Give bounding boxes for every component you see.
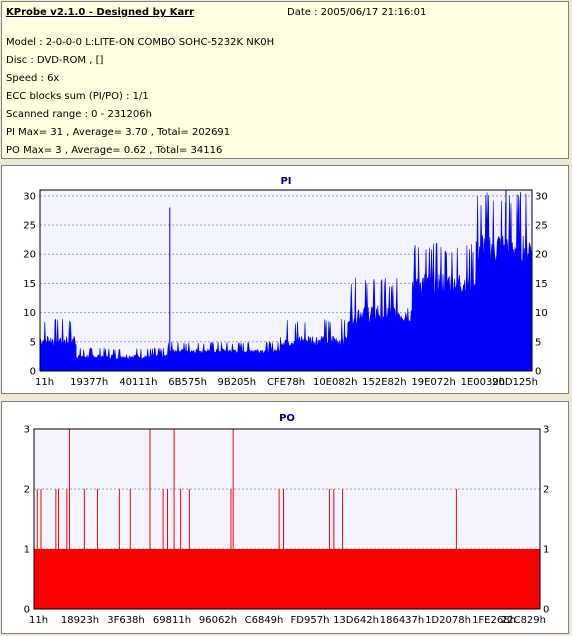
x-tick-label: 6B575h	[168, 377, 207, 388]
info-panel: KProbe v2.1.0 - Designed by Karr Date : …	[1, 1, 569, 159]
chart-title: PI	[280, 176, 291, 187]
x-tick-label: 186437h	[380, 615, 425, 626]
x-tick-label: 96062h	[199, 615, 237, 626]
y-tick-label: 3	[24, 425, 30, 436]
info-po-stats: PO Max= 3 , Average= 0.62 , Total= 34116	[6, 145, 223, 156]
x-tick-label: 13D642h	[333, 615, 379, 626]
x-tick-label: 22C829h	[501, 615, 546, 626]
y-tick-label-right: 2	[543, 485, 549, 496]
y-tick-label-right: 0	[535, 367, 541, 378]
scan-date: Date : 2005/06/17 21:16:01	[287, 7, 427, 18]
x-tick-label: 18923h	[61, 615, 99, 626]
chart-title: PO	[279, 413, 295, 424]
x-tick-label: 3F638h	[107, 615, 145, 626]
plot-frame	[39, 189, 533, 372]
info-speed: Speed : 6x	[6, 73, 60, 84]
y-tick-label-right: 1	[543, 545, 549, 556]
x-tick-label: CFE78h	[267, 377, 305, 388]
y-tick-label-right: 25	[535, 221, 548, 232]
y-tick-label-right: 10	[535, 308, 548, 319]
pi-series	[39, 191, 533, 372]
po-chart-panel: PO 0 0 1 1 2 2 3 3 11h 18923h 3F638h 69811h 96062h C68…	[1, 401, 569, 634]
x-tick-label: 20D125h	[492, 377, 538, 388]
x-tick-label: 69811h	[153, 615, 191, 626]
y-tick-label: 1	[24, 545, 30, 556]
y-tick-label-right: 15	[535, 279, 548, 290]
pi-chart-panel: PI 0 0 5 5 10 10 15 15 20 20 25 25 30 30 11h 19377h 40111…	[1, 165, 569, 394]
y-tick-label-right: 5	[535, 337, 541, 348]
pi-chart: PI 0 0 5 5 10 10 15 15 20 20 25 25 30 30 11h 19377h 40111…	[23, 176, 548, 388]
x-tick-label: 10E082h	[313, 377, 357, 388]
info-model: Model : 2-0-0-0 L:LITE-ON COMBO SOHC-523…	[6, 37, 275, 48]
y-tick-label: 20	[23, 250, 36, 261]
info-ecc: ECC blocks sum (PI/PO) : 1/1	[6, 91, 149, 102]
x-tick-label: 40111h	[119, 377, 157, 388]
y-tick-label: 30	[23, 191, 36, 202]
y-tick-label-right: 30	[535, 191, 548, 202]
y-tick-label-right: 0	[543, 605, 549, 616]
x-tick-label: 152E82h	[362, 377, 406, 388]
info-pi-stats: PI Max= 31 , Average= 3.70 , Total= 2026…	[6, 127, 231, 138]
y-tick-label: 5	[30, 337, 36, 348]
x-tick-label: 1E0039h	[461, 377, 505, 388]
y-tick-label: 10	[23, 308, 36, 319]
x-tick-label: 19377h	[70, 377, 108, 388]
y-tick-label: 0	[30, 367, 36, 378]
x-tick-label: 1D2078h	[425, 615, 471, 626]
x-tick-label: C6849h	[245, 615, 284, 626]
y-tick-label-right: 3	[543, 425, 549, 436]
info-disc: Disc : DVD-ROM , []	[6, 55, 104, 66]
y-tick-label: 15	[23, 279, 36, 290]
app-title: KProbe v2.1.0 - Designed by Karr	[6, 7, 195, 18]
x-tick-label: FD957h	[291, 615, 330, 626]
x-tick-label: 1FE268h	[472, 615, 516, 626]
y-tick-label: 25	[23, 221, 36, 232]
plot-frame	[33, 428, 541, 610]
po-baseline-fill	[34, 549, 540, 609]
po-chart: PO 0 0 1 1 2 2 3 3 11h 18923h 3F638h 69811h 96062h C68…	[24, 413, 550, 626]
x-tick-label: 19E072h	[411, 377, 455, 388]
x-tick-label: 11h	[29, 615, 48, 626]
x-tick-label: 11h	[35, 377, 54, 388]
x-tick-label: 9B205h	[217, 377, 256, 388]
y-tick-label-right: 20	[535, 250, 548, 261]
info-range: Scanned range : 0 - 231206h	[6, 109, 152, 120]
y-tick-label: 0	[24, 605, 30, 616]
y-tick-label: 2	[24, 485, 30, 496]
